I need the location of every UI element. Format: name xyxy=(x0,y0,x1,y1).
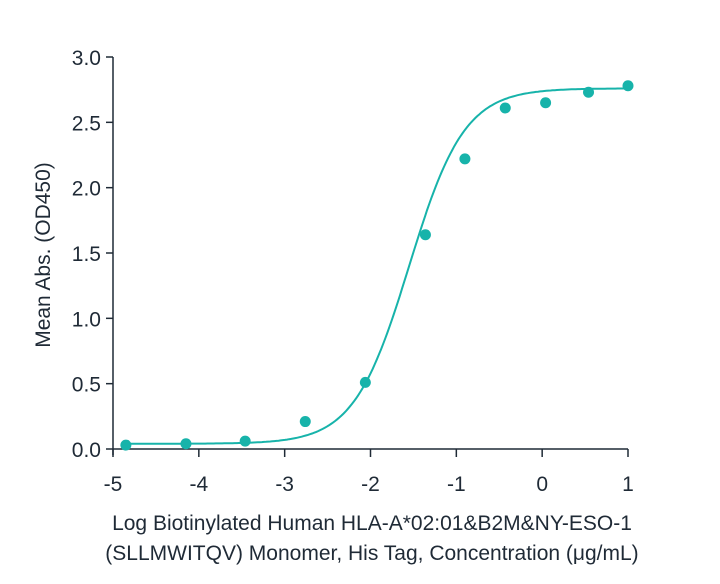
data-point xyxy=(499,102,511,114)
x-tick-label: -4 xyxy=(189,473,208,496)
data-point xyxy=(180,438,192,450)
data-points xyxy=(120,80,634,451)
y-axis-label: Mean Abs. (OD450) xyxy=(32,162,55,348)
y-tick-label: 0.0 xyxy=(72,439,101,462)
x-tick-label: -5 xyxy=(104,473,123,496)
y-tick-label: 1.5 xyxy=(72,243,101,266)
data-point xyxy=(239,435,251,447)
y-tick-label: 1.0 xyxy=(72,308,101,331)
data-point xyxy=(299,416,311,428)
y-tick-label: 2.5 xyxy=(72,112,101,135)
x-axis-label-line-2: (SLLMWITQV) Monomer, His Tag, Concentrat… xyxy=(105,542,638,565)
data-point xyxy=(419,229,431,241)
data-point xyxy=(359,376,371,388)
y-tick-label: 2.0 xyxy=(72,178,101,201)
data-point xyxy=(540,97,552,109)
x-tick-label: -1 xyxy=(447,473,466,496)
x-axis-label-line-1: Log Biotinylated Human HLA-A*02:01&B2M&N… xyxy=(112,512,632,535)
y-tick-label: 3.0 xyxy=(72,47,101,70)
x-tick-label: 1 xyxy=(622,473,634,496)
y-tick-label: 0.5 xyxy=(72,374,101,397)
axes: -5 -4 -3 -2 -1 0 1 0.0 0.5 1.0 1.5 2.0 2.5 3.0 xyxy=(72,47,634,496)
data-point xyxy=(583,86,595,98)
data-point xyxy=(622,80,634,92)
x-tick-label: 0 xyxy=(536,473,548,496)
data-point xyxy=(120,439,132,451)
data-point xyxy=(459,153,471,165)
fit-curve xyxy=(125,87,628,445)
x-tick-label: -2 xyxy=(361,473,380,496)
x-tick-label: -3 xyxy=(275,473,294,496)
